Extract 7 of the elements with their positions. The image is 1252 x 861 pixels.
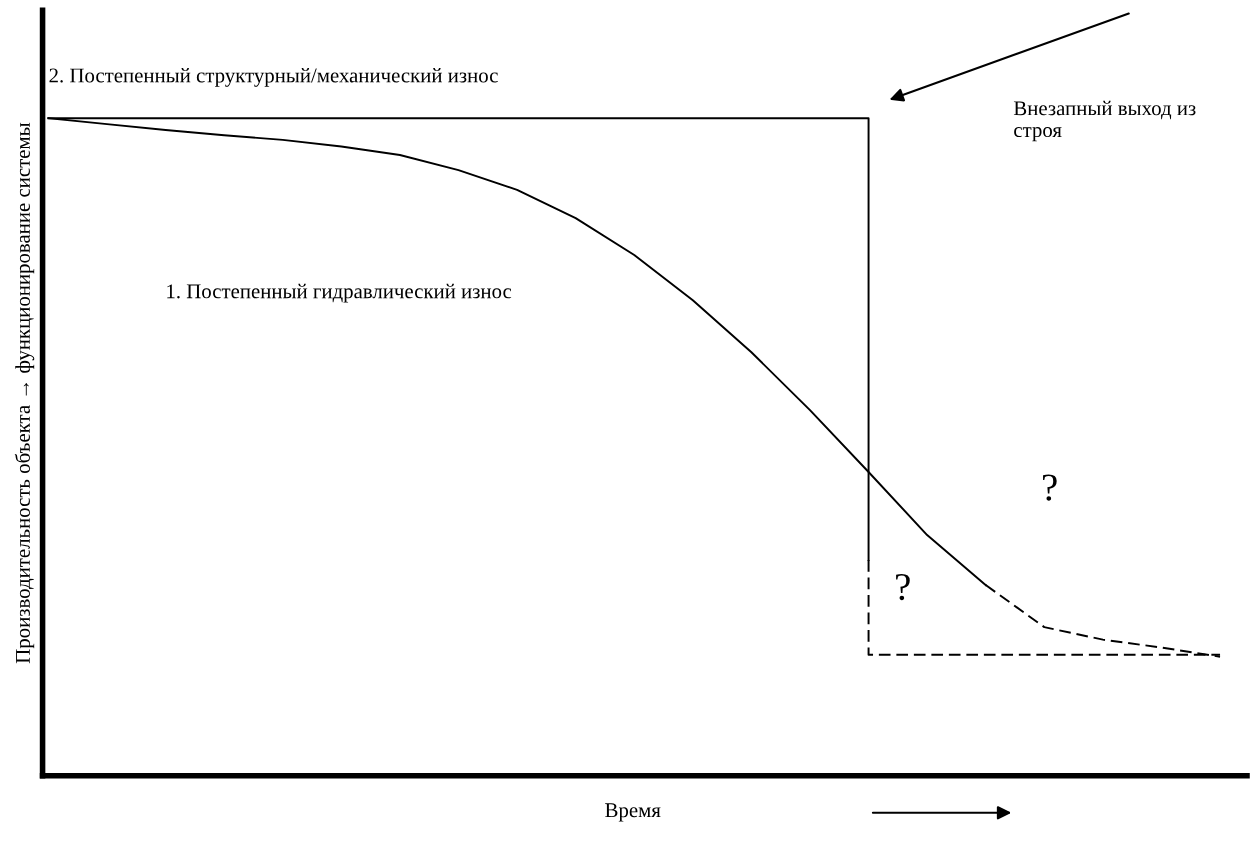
text: 2. Постепенный структурный/механический износ (49, 68, 498, 87)
annotation: ? (896, 573, 910, 601)
annotation: Внезапный выход из строя (1013, 100, 1196, 142)
annotation: ? (1043, 474, 1057, 501)
annotation: 1. Постепенный гидравлический износ (167, 283, 512, 303)
x-axis-title: Время (605, 803, 661, 822)
y-axis-title: Производительность объекта → функционирование системы (14, 122, 35, 664)
